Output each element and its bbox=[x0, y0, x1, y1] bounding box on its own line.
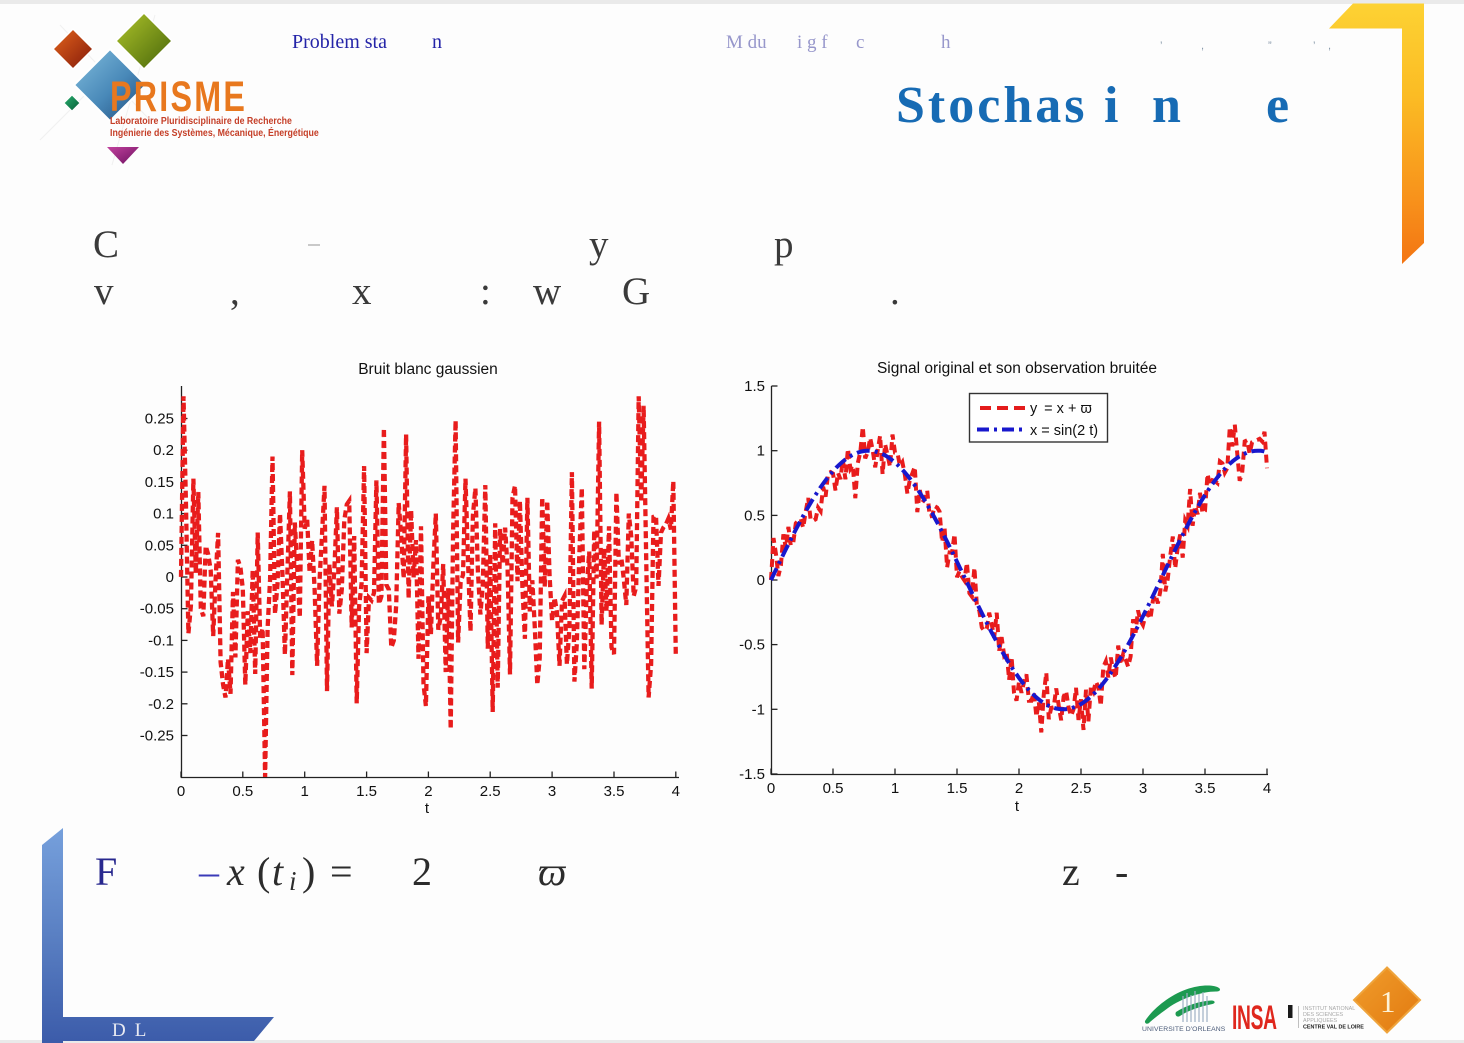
svg-text:2: 2 bbox=[424, 783, 432, 800]
svg-text:CENTRE VAL DE LOIRE: CENTRE VAL DE LOIRE bbox=[1303, 1025, 1364, 1031]
svg-text:0: 0 bbox=[757, 572, 765, 589]
svg-text:1: 1 bbox=[1380, 984, 1396, 1019]
svg-text:Signal original et son observa: Signal original et son observation bruit… bbox=[877, 360, 1157, 377]
svg-text:3: 3 bbox=[1139, 780, 1147, 797]
svg-text:-0.1: -0.1 bbox=[148, 632, 174, 649]
svg-text:2.5: 2.5 bbox=[1071, 780, 1092, 797]
svg-text:4: 4 bbox=[672, 783, 680, 800]
svg-text:3: 3 bbox=[548, 783, 556, 800]
svg-text:0.15: 0.15 bbox=[145, 474, 174, 491]
svg-text:1.5: 1.5 bbox=[947, 780, 968, 797]
svg-text:UNIVERSITE D'ORLEANS: UNIVERSITE D'ORLEANS bbox=[1142, 1026, 1226, 1033]
svg-text:-0.2: -0.2 bbox=[148, 696, 174, 713]
svg-text:Bruit blanc gaussien: Bruit blanc gaussien bbox=[358, 361, 498, 378]
svg-text:-0.25: -0.25 bbox=[140, 728, 174, 745]
svg-text:4: 4 bbox=[1263, 780, 1271, 797]
svg-text:0.25: 0.25 bbox=[145, 411, 174, 428]
svg-text:-1.5: -1.5 bbox=[739, 766, 765, 783]
svg-text:0.1: 0.1 bbox=[153, 506, 174, 523]
svg-text:-0.5: -0.5 bbox=[739, 637, 765, 654]
svg-text:2.5: 2.5 bbox=[480, 783, 501, 800]
svg-text:t: t bbox=[425, 800, 430, 817]
svg-text:APPLIQUEES: APPLIQUEES bbox=[1303, 1018, 1338, 1024]
svg-text:1: 1 bbox=[301, 783, 309, 800]
svg-text:3.5: 3.5 bbox=[604, 783, 625, 800]
svg-text:0.5: 0.5 bbox=[823, 780, 844, 797]
svg-text:0.05: 0.05 bbox=[145, 537, 174, 554]
svg-text:2: 2 bbox=[1015, 780, 1023, 797]
svg-text:3.5: 3.5 bbox=[1195, 780, 1216, 797]
svg-text:-0.15: -0.15 bbox=[140, 664, 174, 681]
svg-text:t: t bbox=[1015, 798, 1020, 815]
svg-text:0: 0 bbox=[767, 780, 775, 797]
svg-text:1.5: 1.5 bbox=[356, 783, 377, 800]
svg-text:0: 0 bbox=[177, 783, 185, 800]
svg-text:INSTITUT NATIONAL: INSTITUT NATIONAL bbox=[1303, 1006, 1355, 1012]
svg-text:y = x + ϖ: y = x + ϖ bbox=[1030, 401, 1092, 417]
svg-text:-1: -1 bbox=[752, 701, 765, 718]
svg-text:x = sin(2 t): x = sin(2 t) bbox=[1030, 423, 1098, 439]
svg-text:0.5: 0.5 bbox=[744, 507, 765, 524]
svg-text:1.5: 1.5 bbox=[744, 378, 765, 395]
svg-text:0.5: 0.5 bbox=[232, 783, 253, 800]
svg-text:1: 1 bbox=[757, 443, 765, 460]
svg-text:0: 0 bbox=[166, 569, 174, 586]
svg-text:1: 1 bbox=[891, 780, 899, 797]
svg-text:0.2: 0.2 bbox=[153, 442, 174, 459]
svg-text:INSA: INSA bbox=[1232, 998, 1277, 1036]
svg-text:DES SCIENCES: DES SCIENCES bbox=[1303, 1012, 1344, 1018]
svg-text:-0.05: -0.05 bbox=[140, 601, 174, 618]
